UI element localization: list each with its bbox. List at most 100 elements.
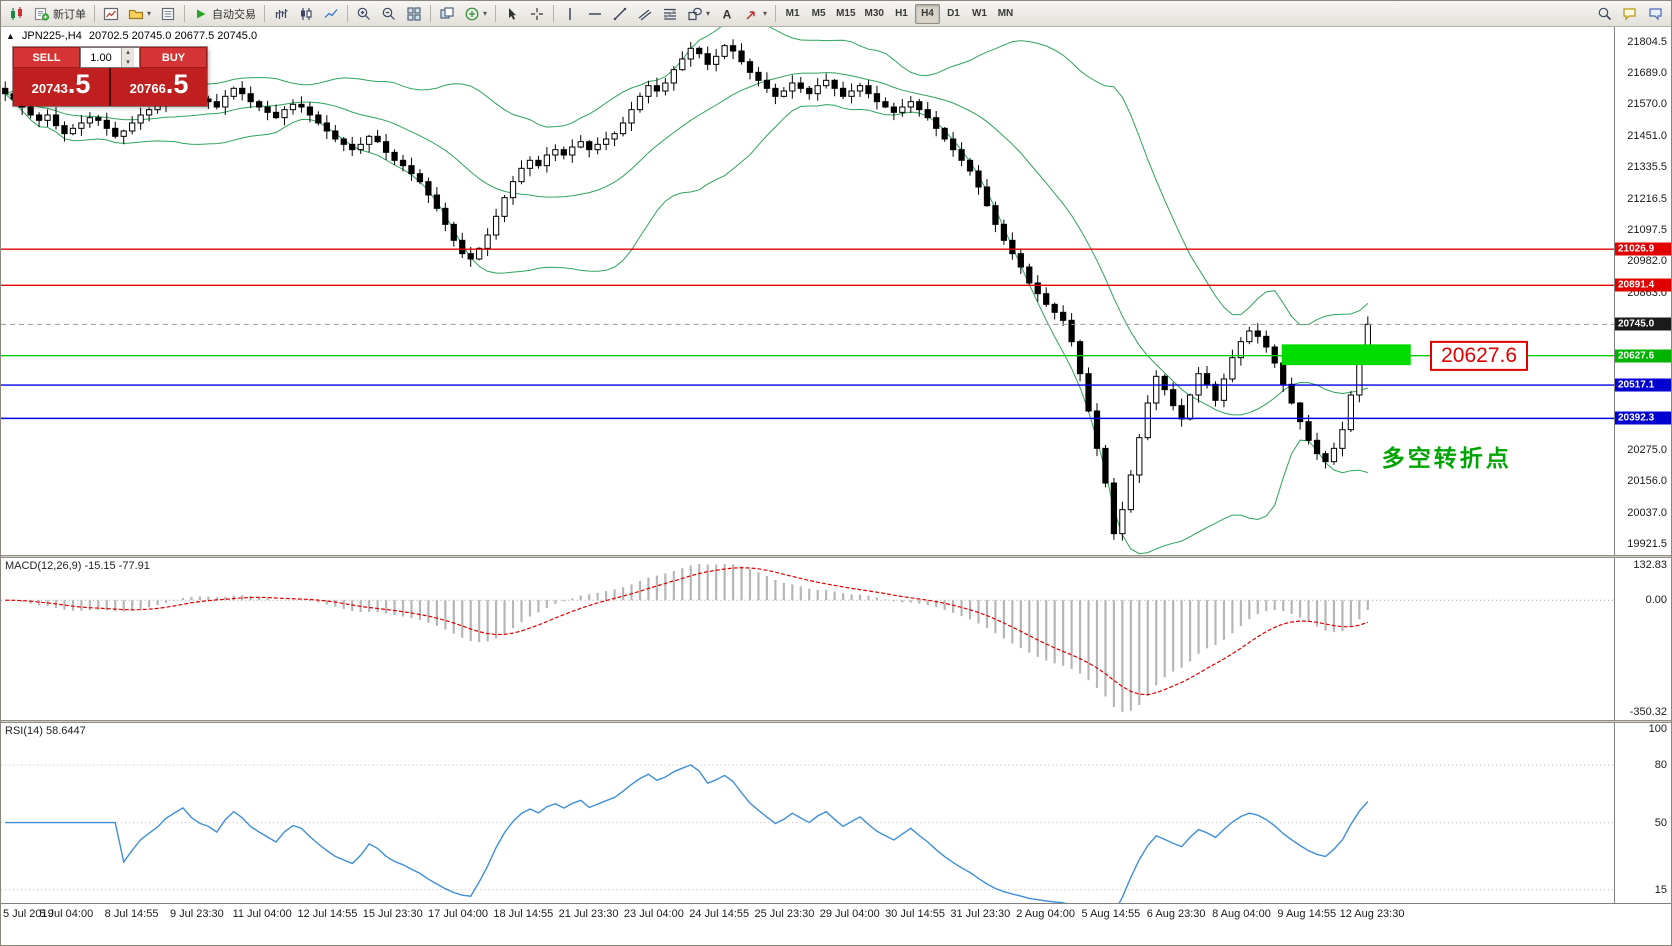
timeframe-h4[interactable]: H4 — [914, 3, 940, 24]
price-tick: 20982.0 — [1627, 255, 1667, 268]
chat-button[interactable] — [1618, 3, 1642, 25]
autotrading-button-label: 自动交易 — [212, 8, 257, 21]
crosshair-button[interactable] — [525, 3, 549, 25]
symbol-header: ▲ JPN225-,H4 20702.5 20745.0 20677.5 207… — [6, 30, 257, 42]
vline-icon — [569, 7, 571, 20]
sell-price[interactable]: 20743.5 — [13, 68, 109, 106]
dropdown-caret-icon: ▾ — [763, 9, 768, 18]
volume-up-button[interactable]: ▴ — [122, 48, 134, 58]
time-label: 12 Aug 23:30 — [1339, 908, 1405, 920]
timeframe-mn[interactable]: MN — [997, 8, 1014, 19]
timeframe-m5[interactable]: M5 — [811, 8, 826, 19]
channel-button[interactable] — [633, 3, 657, 25]
shapes-button[interactable]: ▾ — [683, 3, 714, 25]
time-label: 18 Jul 14:55 — [493, 908, 554, 920]
collapse-trade-panel-icon[interactable]: ▲ — [6, 31, 15, 41]
time-label: 29 Jul 04:00 — [819, 908, 880, 920]
main-chart-plot[interactable]: ▲ JPN225-,H4 20702.5 20745.0 20677.5 207… — [1, 27, 1614, 555]
indicators-button[interactable]: ▾ — [460, 3, 491, 25]
time-label: 6 Aug 23:30 — [1146, 908, 1206, 920]
volume-down-button[interactable]: ▾ — [122, 57, 134, 67]
price-tag: 20392.3 — [1615, 411, 1671, 425]
time-axis[interactable]: 5 Jul 2019 5 Jul 04:00 8 Jul 14:55 9 Jul 23… — [1, 903, 1671, 925]
time-label: 17 Jul 04:00 — [428, 908, 488, 920]
rsi-axis[interactable]: 100 80 50 15 — [1614, 723, 1671, 903]
vertical-line-button[interactable] — [558, 3, 582, 25]
search-button[interactable] — [1593, 3, 1617, 25]
new-order-icon — [34, 7, 50, 21]
time-label: 30 Jul 14:55 — [885, 908, 945, 920]
timeframe-m1[interactable]: M1 — [785, 8, 800, 19]
macd-plot[interactable]: MACD(12,26,9) -15.15 -77.91 — [1, 558, 1614, 720]
fibonacci-button[interactable] — [658, 3, 682, 25]
trendline-button[interactable] — [608, 3, 632, 25]
arrows-icon — [746, 10, 755, 20]
bubble-icon — [1623, 7, 1636, 20]
data-window-button[interactable] — [156, 3, 180, 25]
time-label: 2 Aug 04:00 — [1016, 908, 1075, 920]
new-order-button[interactable]: 新订单 — [30, 3, 90, 25]
autotrading-button[interactable]: 自动交易 — [189, 3, 260, 25]
chart-window-button[interactable] — [99, 3, 123, 25]
main-chart-panel: ▲ JPN225-,H4 20702.5 20745.0 20677.5 207… — [1, 27, 1671, 555]
text-label-button[interactable]: A — [715, 3, 739, 25]
rsi-tick: 15 — [1654, 883, 1667, 896]
ohlc-values: 20702.5 20745.0 20677.5 20745.0 — [88, 30, 258, 42]
timeframe-w1[interactable]: W1 — [971, 8, 987, 19]
profiles-button[interactable]: ▾ — [124, 3, 155, 25]
time-label: 8 Aug 04:00 — [1212, 908, 1271, 920]
svg-text:A: A — [723, 7, 732, 21]
panel-divider[interactable] — [1, 555, 1671, 558]
horizontal-line-button[interactable] — [583, 3, 607, 25]
new-order-button-label: 新订单 — [53, 8, 86, 21]
buy-button[interactable]: BUY — [140, 47, 207, 68]
app-logo[interactable] — [5, 3, 29, 25]
zoom-in-button[interactable] — [352, 3, 376, 25]
rsi-canvas[interactable] — [1, 723, 1614, 903]
price-tag: 20745.0 — [1615, 317, 1671, 331]
rsi-plot[interactable]: RSI(14) 58.6447 — [1, 723, 1614, 903]
toolbar-separator — [184, 5, 186, 22]
main-chart-canvas[interactable] — [1, 27, 1614, 555]
zoom-out-button[interactable] — [377, 3, 401, 25]
timeframe-m15[interactable]: M15 — [836, 8, 856, 19]
macd-tick: -350.32 — [1629, 706, 1667, 718]
price-tick: 21335.5 — [1627, 160, 1667, 173]
cascade-windows-button[interactable] — [435, 3, 459, 25]
turning-point-annotation[interactable]: 多空转折点 — [1381, 445, 1512, 472]
price-tick: 20156.0 — [1627, 475, 1667, 488]
line-chart-button[interactable] — [319, 3, 343, 25]
panel-divider[interactable] — [1, 720, 1671, 723]
sell-button[interactable]: SELL — [13, 47, 80, 68]
time-label: 25 Jul 23:30 — [754, 908, 815, 920]
price-tag: 20517.1 — [1615, 378, 1671, 392]
toolbar-separator — [347, 5, 349, 22]
timeframe-d1[interactable]: D1 — [947, 8, 960, 19]
timeframe-m30[interactable]: M30 — [864, 8, 884, 19]
candlestick-chart-button[interactable] — [294, 3, 318, 25]
volume-input[interactable] — [81, 48, 121, 67]
timeframe-h1[interactable]: H1 — [895, 8, 908, 19]
macd-axis[interactable]: 132.83 0.00 -350.32 — [1614, 558, 1671, 720]
bar-chart-button[interactable] — [269, 3, 293, 25]
buy-price[interactable]: 20766.5 — [111, 68, 207, 106]
macd-panel: MACD(12,26,9) -15.15 -77.91 132.83 0.00 -3… — [1, 558, 1671, 720]
community-button[interactable] — [1643, 3, 1667, 25]
buy-price-big: .5 — [165, 69, 189, 99]
buy-price-main: 20766 — [129, 81, 166, 96]
price-tag: 21026.9 — [1615, 242, 1671, 256]
price-tick: 20037.0 — [1627, 507, 1667, 520]
main-price-axis[interactable]: 21804.5 21689.0 21570.0 21451.0 21335.5 21216… — [1614, 27, 1671, 555]
cursor-button[interactable] — [500, 3, 524, 25]
macd-canvas[interactable] — [1, 558, 1614, 720]
time-label: 12 Jul 14:55 — [297, 908, 358, 920]
toolbar-separator — [94, 5, 95, 22]
arrows-button[interactable]: ▾ — [740, 3, 771, 25]
fibo-icon — [663, 8, 677, 20]
toolbar-separator — [775, 5, 777, 22]
tile-windows-button[interactable] — [402, 3, 426, 25]
time-label: 23 Jul 04:00 — [623, 908, 684, 920]
level-callout-label[interactable]: 20627.6 — [1430, 340, 1529, 371]
channel-icon — [638, 9, 652, 20]
candles-icon — [301, 7, 312, 20]
